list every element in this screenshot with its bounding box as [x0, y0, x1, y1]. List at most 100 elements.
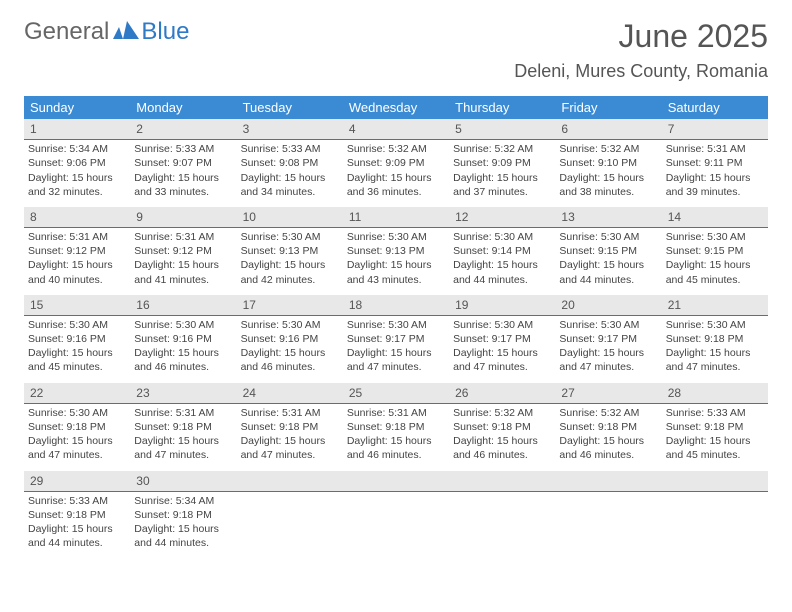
day-cell: Sunrise: 5:30 AMSunset: 9:16 PMDaylight:… — [24, 315, 130, 382]
page-title: June 2025 — [514, 18, 768, 55]
daylight-line: Daylight: 15 hours and 36 minutes. — [347, 171, 445, 199]
sunset-line: Sunset: 9:18 PM — [453, 420, 551, 434]
day-cell: Sunrise: 5:33 AMSunset: 9:08 PMDaylight:… — [237, 140, 343, 207]
day-number-cell: 22 — [24, 383, 130, 404]
day-cell — [555, 491, 661, 558]
day-number-cell: 29 — [24, 471, 130, 492]
day-cell: Sunrise: 5:32 AMSunset: 9:10 PMDaylight:… — [555, 140, 661, 207]
sunrise-line: Sunrise: 5:31 AM — [134, 406, 232, 420]
daylight-line: Daylight: 15 hours and 44 minutes. — [453, 258, 551, 286]
daylight-line: Daylight: 15 hours and 45 minutes. — [28, 346, 126, 374]
sunrise-line: Sunrise: 5:33 AM — [666, 406, 764, 420]
weekday-header: Monday — [130, 96, 236, 119]
sunrise-line: Sunrise: 5:30 AM — [347, 230, 445, 244]
day-number-cell: 1 — [24, 119, 130, 140]
day-cell: Sunrise: 5:33 AMSunset: 9:07 PMDaylight:… — [130, 140, 236, 207]
sunrise-line: Sunrise: 5:34 AM — [28, 142, 126, 156]
daylight-line: Daylight: 15 hours and 40 minutes. — [28, 258, 126, 286]
daylight-line: Daylight: 15 hours and 47 minutes. — [559, 346, 657, 374]
day-cell: Sunrise: 5:30 AMSunset: 9:18 PMDaylight:… — [24, 403, 130, 470]
day-cell: Sunrise: 5:30 AMSunset: 9:17 PMDaylight:… — [343, 315, 449, 382]
sunset-line: Sunset: 9:15 PM — [666, 244, 764, 258]
sunrise-line: Sunrise: 5:32 AM — [453, 142, 551, 156]
day-number-cell: 3 — [237, 119, 343, 140]
weekday-header-row: SundayMondayTuesdayWednesdayThursdayFrid… — [24, 96, 768, 119]
sunset-line: Sunset: 9:14 PM — [453, 244, 551, 258]
day-cell: Sunrise: 5:33 AMSunset: 9:18 PMDaylight:… — [24, 491, 130, 558]
day-number-row: 1234567 — [24, 119, 768, 140]
day-number-cell: 24 — [237, 383, 343, 404]
location-subtitle: Deleni, Mures County, Romania — [514, 61, 768, 82]
weekday-header: Tuesday — [237, 96, 343, 119]
day-number-cell: 17 — [237, 295, 343, 316]
sunrise-line: Sunrise: 5:32 AM — [453, 406, 551, 420]
sunrise-line: Sunrise: 5:34 AM — [134, 494, 232, 508]
daylight-line: Daylight: 15 hours and 47 minutes. — [347, 346, 445, 374]
day-number-cell: 15 — [24, 295, 130, 316]
day-number-cell: 18 — [343, 295, 449, 316]
sunrise-line: Sunrise: 5:33 AM — [28, 494, 126, 508]
day-number-cell: 19 — [449, 295, 555, 316]
brand-logo: General Blue — [24, 18, 189, 46]
daylight-line: Daylight: 15 hours and 46 minutes. — [453, 434, 551, 462]
day-number-cell: 26 — [449, 383, 555, 404]
day-number-cell: 21 — [662, 295, 768, 316]
day-cell — [662, 491, 768, 558]
daylight-line: Daylight: 15 hours and 46 minutes. — [347, 434, 445, 462]
day-cell: Sunrise: 5:30 AMSunset: 9:15 PMDaylight:… — [555, 228, 661, 295]
sunset-line: Sunset: 9:13 PM — [241, 244, 339, 258]
day-cell: Sunrise: 5:30 AMSunset: 9:18 PMDaylight:… — [662, 315, 768, 382]
day-number-cell: 10 — [237, 207, 343, 228]
sunrise-line: Sunrise: 5:31 AM — [28, 230, 126, 244]
day-number-cell — [343, 471, 449, 492]
sunset-line: Sunset: 9:16 PM — [28, 332, 126, 346]
sunset-line: Sunset: 9:18 PM — [134, 508, 232, 522]
daylight-line: Daylight: 15 hours and 47 minutes. — [453, 346, 551, 374]
sunrise-line: Sunrise: 5:30 AM — [28, 406, 126, 420]
day-cell: Sunrise: 5:30 AMSunset: 9:15 PMDaylight:… — [662, 228, 768, 295]
sunset-line: Sunset: 9:18 PM — [134, 420, 232, 434]
sunrise-line: Sunrise: 5:30 AM — [241, 318, 339, 332]
day-number-cell: 8 — [24, 207, 130, 228]
day-number-cell: 14 — [662, 207, 768, 228]
day-number-cell: 5 — [449, 119, 555, 140]
day-cell: Sunrise: 5:31 AMSunset: 9:18 PMDaylight:… — [343, 403, 449, 470]
day-cell: Sunrise: 5:32 AMSunset: 9:18 PMDaylight:… — [555, 403, 661, 470]
daylight-line: Daylight: 15 hours and 33 minutes. — [134, 171, 232, 199]
daylight-line: Daylight: 15 hours and 46 minutes. — [559, 434, 657, 462]
daylight-line: Daylight: 15 hours and 32 minutes. — [28, 171, 126, 199]
day-number-cell: 6 — [555, 119, 661, 140]
sunset-line: Sunset: 9:11 PM — [666, 156, 764, 170]
day-number-cell — [555, 471, 661, 492]
brand-mark-icon — [113, 18, 139, 46]
day-cell: Sunrise: 5:31 AMSunset: 9:12 PMDaylight:… — [130, 228, 236, 295]
day-number-cell: 9 — [130, 207, 236, 228]
daylight-line: Daylight: 15 hours and 44 minutes. — [559, 258, 657, 286]
day-number-cell: 27 — [555, 383, 661, 404]
day-cell: Sunrise: 5:32 AMSunset: 9:18 PMDaylight:… — [449, 403, 555, 470]
day-number-cell: 16 — [130, 295, 236, 316]
daylight-line: Daylight: 15 hours and 45 minutes. — [666, 258, 764, 286]
day-cell: Sunrise: 5:30 AMSunset: 9:17 PMDaylight:… — [555, 315, 661, 382]
sunrise-line: Sunrise: 5:30 AM — [453, 230, 551, 244]
day-cell: Sunrise: 5:31 AMSunset: 9:11 PMDaylight:… — [662, 140, 768, 207]
day-number-cell: 13 — [555, 207, 661, 228]
sunset-line: Sunset: 9:18 PM — [28, 508, 126, 522]
day-cell: Sunrise: 5:30 AMSunset: 9:14 PMDaylight:… — [449, 228, 555, 295]
day-cell: Sunrise: 5:33 AMSunset: 9:18 PMDaylight:… — [662, 403, 768, 470]
calendar-week-row: Sunrise: 5:30 AMSunset: 9:16 PMDaylight:… — [24, 315, 768, 382]
sunset-line: Sunset: 9:17 PM — [347, 332, 445, 346]
sunset-line: Sunset: 9:15 PM — [559, 244, 657, 258]
sunrise-line: Sunrise: 5:30 AM — [347, 318, 445, 332]
daylight-line: Daylight: 15 hours and 37 minutes. — [453, 171, 551, 199]
day-cell — [343, 491, 449, 558]
day-cell: Sunrise: 5:31 AMSunset: 9:12 PMDaylight:… — [24, 228, 130, 295]
daylight-line: Daylight: 15 hours and 44 minutes. — [28, 522, 126, 550]
day-cell: Sunrise: 5:30 AMSunset: 9:16 PMDaylight:… — [130, 315, 236, 382]
calendar-week-row: Sunrise: 5:33 AMSunset: 9:18 PMDaylight:… — [24, 491, 768, 558]
daylight-line: Daylight: 15 hours and 39 minutes. — [666, 171, 764, 199]
brand-text-2: Blue — [141, 18, 189, 46]
sunset-line: Sunset: 9:13 PM — [347, 244, 445, 258]
daylight-line: Daylight: 15 hours and 47 minutes. — [241, 434, 339, 462]
sunset-line: Sunset: 9:18 PM — [241, 420, 339, 434]
